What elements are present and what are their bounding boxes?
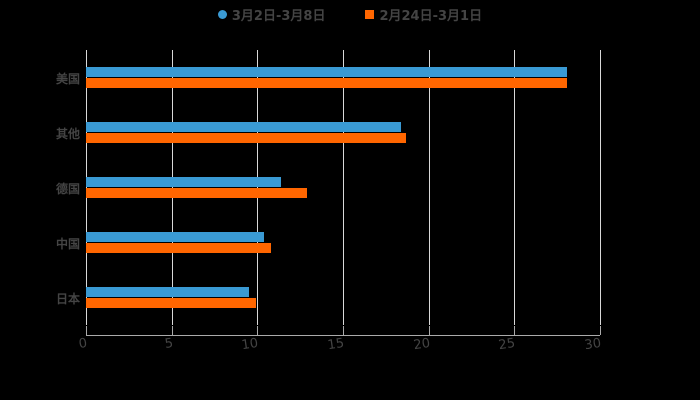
x-tick-label: 20 xyxy=(412,336,431,354)
y-category-label: 日本 xyxy=(55,292,80,306)
gridline xyxy=(343,50,344,325)
bar-series-1[interactable] xyxy=(86,67,568,77)
bar-series-1[interactable] xyxy=(86,287,249,297)
x-tick-label: 0 xyxy=(77,336,89,353)
gridline xyxy=(257,50,259,325)
bar-series-2[interactable] xyxy=(86,298,256,308)
x-axis-line xyxy=(86,335,600,336)
gridline xyxy=(171,50,173,325)
legend-circle-icon xyxy=(217,9,227,19)
x-tick-label: 25 xyxy=(497,336,517,354)
gridline xyxy=(86,50,87,325)
x-tick xyxy=(171,326,173,335)
legend-square-icon xyxy=(365,9,375,19)
bar-series-2[interactable] xyxy=(86,243,272,253)
bar-series-2[interactable] xyxy=(86,188,308,198)
legend-item-series-1[interactable]: 3月2日-3月8日 xyxy=(217,5,326,24)
gridline xyxy=(514,50,516,325)
x-tick xyxy=(257,326,259,335)
x-tick xyxy=(600,326,601,335)
x-tick-label: 5 xyxy=(163,336,174,353)
x-tick xyxy=(428,326,430,335)
chart-legend: 3月2日-3月8日 2月24日-3月1日 xyxy=(0,5,700,24)
legend-label: 3月2日-3月8日 xyxy=(231,8,326,24)
gridline xyxy=(428,50,430,325)
legend-label: 2月24日-3月1日 xyxy=(379,8,483,24)
x-tick-label: 10 xyxy=(240,336,260,354)
x-tick xyxy=(343,326,344,335)
y-category-label: 其他 xyxy=(55,127,80,141)
x-tick-label: 15 xyxy=(326,336,346,354)
gridline xyxy=(600,50,601,325)
x-tick xyxy=(86,326,87,335)
x-tick-label: 30 xyxy=(583,336,603,354)
y-category-label: 中国 xyxy=(55,237,80,251)
x-tick xyxy=(514,326,516,335)
bar-series-1[interactable] xyxy=(86,232,265,242)
bar-series-2[interactable] xyxy=(86,78,568,88)
y-category-label: 美国 xyxy=(55,72,80,86)
bar-series-1[interactable] xyxy=(86,177,282,187)
plot-area xyxy=(86,50,601,325)
y-category-label: 德国 xyxy=(55,182,80,196)
bar-series-1[interactable] xyxy=(86,122,402,132)
bar-series-2[interactable] xyxy=(86,133,407,143)
legend-item-series-2[interactable]: 2月24日-3月1日 xyxy=(365,5,483,24)
